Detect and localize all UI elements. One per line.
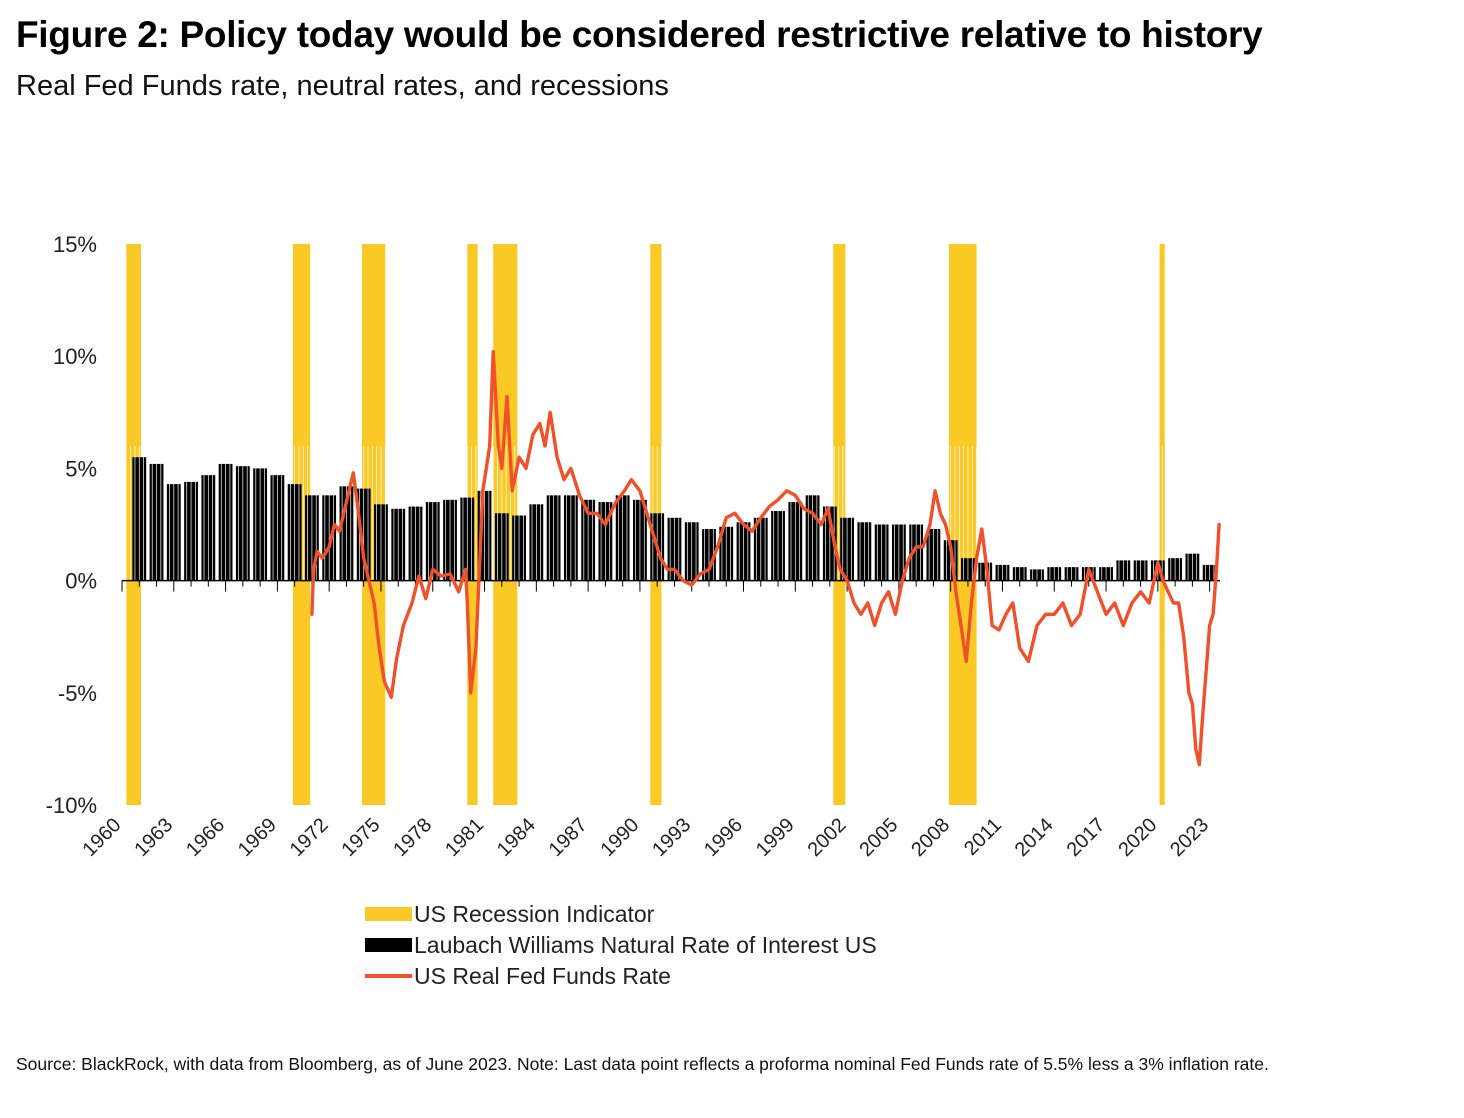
y-tick-label: -10% — [46, 793, 97, 818]
x-tick-label: 2020 — [1114, 814, 1161, 861]
y-tick-label: 15% — [53, 232, 97, 257]
x-tick-label: 1972 — [286, 814, 333, 861]
real-ffr-series — [310, 350, 1221, 767]
y-tick-label: 10% — [53, 344, 97, 369]
x-tick-label: 1990 — [596, 814, 643, 861]
legend-label: US Real Fed Funds Rate — [414, 963, 671, 989]
source-note: Source: BlackRock, with data from Bloomb… — [16, 1054, 1269, 1074]
x-tick-label: 1999 — [752, 814, 799, 861]
legend: US Recession Indicator Laubach Williams N… — [365, 901, 877, 989]
x-tick-label: 1996 — [700, 814, 747, 861]
y-tick-label: -5% — [58, 681, 97, 706]
x-tick-label: 1960 — [79, 814, 126, 861]
natural-rate-bars — [130, 445, 1219, 581]
x-tick-label: 1966 — [182, 814, 229, 861]
x-tick-label: 1963 — [130, 814, 177, 861]
x-tick-label: 1981 — [441, 814, 488, 861]
x-tick-label: 1984 — [493, 814, 540, 861]
x-tick-label: 2005 — [855, 814, 902, 861]
x-tick-label: 2011 — [960, 814, 1006, 860]
recession-band — [292, 244, 311, 805]
x-tick-label: 1978 — [389, 814, 436, 861]
real-ffr-line — [310, 350, 1221, 767]
chart-subtitle: Real Fed Funds rate, neutral rates, and … — [16, 70, 669, 102]
chart-title: Figure 2: Policy today would be consider… — [16, 14, 1263, 55]
legend-label: Laubach Williams Natural Rate of Interes… — [414, 932, 877, 958]
x-tick-label: 2002 — [804, 814, 851, 861]
recession-band — [833, 244, 846, 805]
x-tick-label: 2023 — [1166, 814, 1213, 861]
legend-swatch — [365, 907, 412, 921]
x-tick-label: 1993 — [648, 814, 695, 861]
y-tick-label: 0% — [65, 569, 97, 594]
legend-label: US Recession Indicator — [414, 901, 655, 927]
x-tick-label: 2014 — [1011, 814, 1058, 861]
chart-area: 15%10%5%0%-5%-10%1960 1963 1966 1969 1972 197… — [46, 232, 1221, 989]
x-tick-label: 1969 — [234, 814, 281, 861]
x-tick-label: 1987 — [545, 814, 592, 861]
x-tick-label: 2008 — [907, 814, 954, 861]
x-tick-label: 1975 — [337, 814, 384, 861]
x-tick-label: 2017 — [1063, 814, 1110, 861]
legend-swatch — [365, 938, 412, 952]
recession-band — [361, 244, 386, 805]
y-tick-label: 5% — [65, 456, 97, 481]
